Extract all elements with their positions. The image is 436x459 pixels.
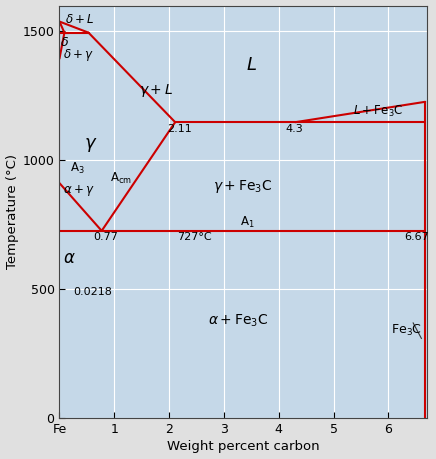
Text: $\delta + L$: $\delta + L$ <box>65 13 95 26</box>
Text: 2.11: 2.11 <box>167 124 192 134</box>
Text: 0.0218: 0.0218 <box>73 287 112 297</box>
Text: $\alpha + \gamma$: $\alpha + \gamma$ <box>63 183 95 197</box>
Text: 0.77: 0.77 <box>93 232 118 242</box>
Text: $\gamma + \mathrm{Fe_3C}$: $\gamma + \mathrm{Fe_3C}$ <box>213 178 272 195</box>
Text: $\gamma$: $\gamma$ <box>84 136 98 154</box>
Text: $\alpha$: $\alpha$ <box>63 249 75 268</box>
Text: $\mathrm{Fe_3C}$: $\mathrm{Fe_3C}$ <box>391 323 422 338</box>
Text: $L + \mathrm{Fe_3C}$: $L + \mathrm{Fe_3C}$ <box>353 104 403 119</box>
Text: $\mathrm{A_1}$: $\mathrm{A_1}$ <box>240 215 255 230</box>
Text: $\mathrm{A_3}$: $\mathrm{A_3}$ <box>71 161 85 176</box>
Text: $L$: $L$ <box>246 56 257 74</box>
Text: $\mathrm{A_{cm}}$: $\mathrm{A_{cm}}$ <box>110 171 132 186</box>
Text: 4.3: 4.3 <box>286 124 303 134</box>
Text: $\delta$: $\delta$ <box>60 36 69 50</box>
Text: $\gamma + L$: $\gamma + L$ <box>139 82 173 99</box>
Text: 727°C: 727°C <box>177 232 212 242</box>
Text: $\alpha + \mathrm{Fe_3C}$: $\alpha + \mathrm{Fe_3C}$ <box>208 312 268 329</box>
X-axis label: Weight percent carbon: Weight percent carbon <box>167 441 320 453</box>
Y-axis label: Temperature (°C): Temperature (°C) <box>6 155 19 269</box>
Text: $\delta + \gamma$: $\delta + \gamma$ <box>63 46 94 62</box>
Text: 6.67: 6.67 <box>404 232 429 242</box>
